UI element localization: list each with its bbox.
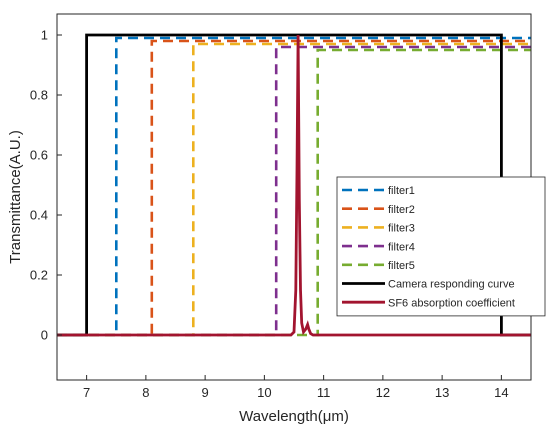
y-tick-label: 0.8 bbox=[30, 88, 48, 103]
x-tick-label: 12 bbox=[376, 385, 390, 400]
series-line-7 bbox=[57, 34, 531, 337]
y-tick-label: 0 bbox=[41, 328, 48, 343]
legend-label-6: Camera responding curve bbox=[388, 279, 515, 291]
legend-label-2: filter2 bbox=[388, 204, 415, 216]
x-tick-label: 13 bbox=[435, 385, 449, 400]
x-tick-label: 7 bbox=[83, 385, 90, 400]
legend-label-1: filter1 bbox=[388, 185, 415, 197]
y-tick-label: 0.4 bbox=[30, 208, 48, 223]
legend-label-7: SF6 absorption coefficient bbox=[388, 297, 515, 309]
legend-label-3: filter3 bbox=[388, 223, 415, 235]
ticks: 7 8 9 10 11 12 13 14 0 0.2 0.4 0.6 0.8 1 bbox=[30, 28, 509, 401]
x-axis-label: Wavelength(μm) bbox=[239, 408, 349, 425]
x-tick-label: 14 bbox=[494, 385, 508, 400]
series-line-2 bbox=[57, 39, 531, 337]
legend-label-5: filter5 bbox=[388, 260, 415, 272]
y-tick-label: 0.2 bbox=[30, 268, 48, 283]
x-tick-label: 10 bbox=[257, 385, 271, 400]
legend: filter1 filter2 filter3 filter4 filter5 Camer… bbox=[336, 176, 546, 317]
legend-box bbox=[336, 176, 546, 317]
x-tick-label: 11 bbox=[317, 385, 331, 400]
plot-lines bbox=[57, 33, 531, 337]
x-tick-label: 9 bbox=[202, 385, 209, 400]
legend-label-4: filter4 bbox=[388, 241, 415, 253]
series-line-1 bbox=[57, 36, 531, 337]
y-tick-label: 0.6 bbox=[30, 148, 48, 163]
y-tick-label: 1 bbox=[41, 28, 48, 43]
x-tick-label: 8 bbox=[142, 385, 149, 400]
y-axis-label: Transmittance(A.U.) bbox=[7, 130, 24, 264]
